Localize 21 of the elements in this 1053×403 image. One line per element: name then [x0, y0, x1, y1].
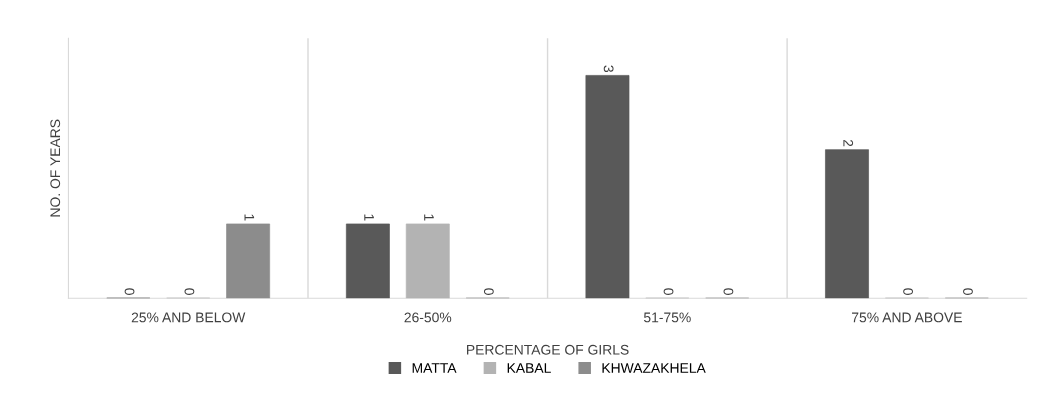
- legend-label: MATTA: [412, 363, 457, 373]
- x-axis-title: PERCENTAGE OF GIRLS: [467, 344, 629, 355]
- data-label: 0: [903, 288, 913, 295]
- x-tick-label: 51-75%: [643, 312, 691, 323]
- data-label: 0: [723, 288, 734, 295]
- data-label: 3: [603, 65, 614, 73]
- y-axis-title: NO. OF YEARS: [50, 119, 61, 217]
- data-label: 0: [184, 288, 195, 295]
- x-tick-label: 75% AND ABOVE: [852, 312, 962, 323]
- x-tick-label: 25% AND BELOW: [131, 312, 246, 323]
- legend-label: KHWAZAKHELA: [602, 363, 706, 373]
- x-tick-label: 26-50%: [404, 312, 452, 323]
- data-label: 0: [483, 288, 494, 295]
- data-label: 1: [244, 214, 255, 221]
- data-label: 0: [124, 288, 135, 295]
- data-label: 0: [663, 288, 674, 295]
- data-label: 1: [424, 214, 434, 221]
- data-label: 0: [963, 288, 973, 295]
- data-label: 1: [364, 214, 374, 221]
- legend-label: KABAL: [507, 363, 551, 373]
- data-label: 2: [843, 139, 854, 147]
